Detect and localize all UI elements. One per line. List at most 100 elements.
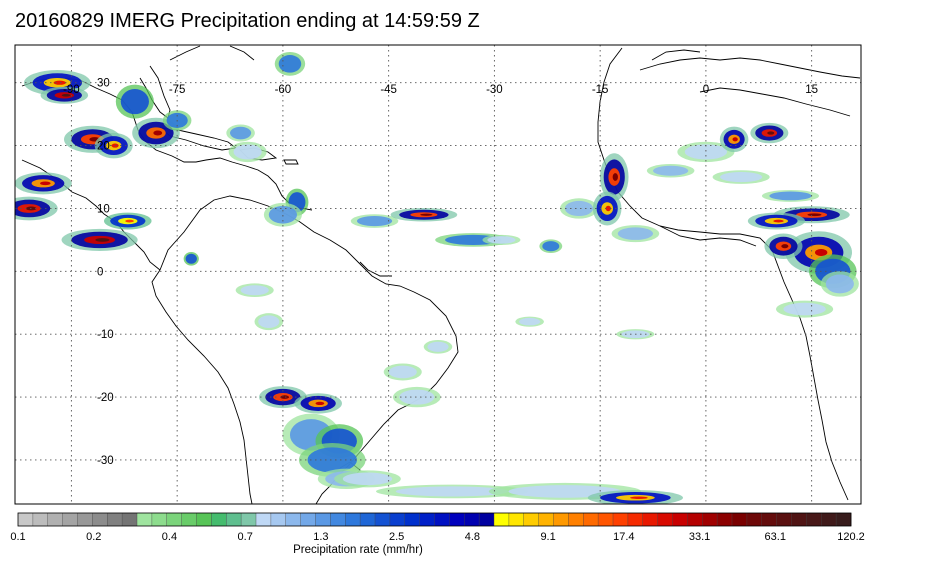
colorbar-swatch — [553, 513, 569, 526]
europe-coastline — [639, 57, 861, 79]
colorbar-swatch — [151, 513, 168, 526]
colorbar-swatch — [687, 513, 703, 526]
latitude-labels: 30 20 10 0 -10 -20 -30 — [97, 78, 114, 467]
colorbar-swatch — [166, 513, 182, 526]
precip-cell — [617, 227, 654, 240]
colorbar-swatch — [18, 513, 34, 526]
latitude-label: 30 — [97, 78, 110, 90]
precip-peak — [420, 213, 433, 216]
longitude-label: -75 — [169, 84, 186, 96]
colorbar-swatch — [434, 513, 450, 526]
colorbar-tick-label: 1.3 — [313, 531, 328, 543]
latitude-label: 0 — [97, 266, 103, 278]
longitude-label: -90 — [63, 84, 80, 96]
colorbar-swatch — [285, 513, 301, 526]
precip-cell — [399, 389, 435, 405]
longitude-label: -30 — [486, 84, 503, 96]
colorbar-swatch — [791, 513, 807, 526]
colorbar-swatch — [821, 513, 837, 526]
colorbar-swatch — [806, 513, 822, 526]
precip-cell — [720, 172, 763, 183]
precip-peak — [315, 401, 325, 406]
precip-peak — [612, 173, 618, 181]
precip-cell — [230, 126, 252, 140]
precipitation-field — [15, 51, 859, 504]
east-coast-na — [169, 45, 255, 61]
precip-peak — [61, 93, 71, 97]
colorbar-swatch — [717, 513, 733, 526]
colorbar-tick-labels: 0.1 0.2 0.4 0.7 1.3 2.5 4.8 9.1 17.4 33.1 63.1 120.… — [10, 531, 864, 543]
colorbar-tick-label: 0.2 — [86, 531, 101, 543]
colorbar-swatch — [241, 513, 257, 526]
colorbar-swatch — [300, 513, 316, 526]
precip-cell — [783, 302, 826, 316]
colorbar-swatch — [226, 513, 242, 526]
precip-cell — [240, 285, 269, 296]
precip-peak — [767, 131, 775, 135]
longitude-label: -60 — [275, 84, 292, 96]
precip-cell — [278, 55, 302, 73]
precip-cell — [258, 315, 280, 328]
colorbar-swatch — [196, 513, 212, 526]
colorbar-swatch — [672, 513, 688, 526]
precip-peak — [125, 219, 134, 223]
colorbar-swatch — [761, 513, 777, 526]
longitude-label: 15 — [805, 84, 818, 96]
latitude-label: -30 — [97, 455, 114, 467]
colorbar-swatch — [345, 513, 361, 526]
map-title: 20160829 IMERG Precipitation ending at 1… — [15, 10, 480, 32]
colorbar-tick-label: 9.1 — [540, 531, 555, 543]
gulf-of-guinea — [659, 225, 757, 247]
colorbar-swatch — [508, 513, 525, 526]
colorbar-swatch — [613, 513, 629, 526]
colorbar-swatch — [836, 513, 852, 526]
colorbar-swatch — [375, 513, 391, 526]
amazon-delta — [359, 261, 392, 277]
colorbar-tick-label: 0.1 — [10, 531, 25, 543]
colorbar-swatch — [583, 513, 599, 526]
precip-cell — [542, 241, 560, 252]
colorbar-tick-label: 4.8 — [465, 531, 480, 543]
precip-cell — [185, 253, 197, 264]
colorbar — [17, 512, 852, 527]
colorbar-tick-label: 2.5 — [389, 531, 404, 543]
precip-peak — [605, 205, 611, 212]
colorbar-swatch — [568, 513, 584, 526]
africa-coastline — [597, 47, 849, 501]
colorbar-tick-label: 0.7 — [238, 531, 253, 543]
colorbar-swatch — [464, 513, 480, 526]
colorbar-swatch — [598, 513, 614, 526]
colorbar-swatch — [315, 513, 331, 526]
precip-cell — [307, 447, 357, 473]
colorbar-swatch — [538, 513, 554, 526]
latitude-label: 20 — [97, 141, 110, 153]
precip-cell — [487, 236, 516, 244]
colorbar-swatch — [449, 513, 465, 526]
map-area: -90 -75 -60 -45 -30 -15 0 15 30 20 10 0 -10 -20 -30 — [14, 44, 862, 505]
precip-peak — [732, 137, 738, 142]
colorbar-title: Precipitation rate (mm/hr) — [293, 544, 423, 556]
iberia — [651, 49, 701, 61]
precip-peak — [95, 238, 110, 242]
colorbar-swatch — [330, 513, 346, 526]
colorbar-swatch — [107, 513, 123, 526]
puerto-rico-coastline — [283, 159, 299, 165]
precip-peak — [807, 213, 822, 217]
precip-cell — [684, 144, 728, 160]
colorbar-swatch — [122, 513, 138, 526]
mediterranean-africa — [699, 87, 851, 117]
colorbar-swatch — [732, 513, 748, 526]
longitude-label: -45 — [380, 84, 397, 96]
colorbar-swatch — [137, 513, 153, 526]
colorbar-swatch — [479, 513, 495, 526]
precip-cell — [653, 165, 689, 176]
colorbar-tick-label: 17.4 — [613, 531, 634, 543]
colorbar-tick-label: 33.1 — [689, 531, 710, 543]
colorbar-swatch — [211, 513, 227, 526]
colorbar-swatch — [62, 513, 78, 526]
colorbar-swatch — [642, 513, 658, 526]
precip-cell — [120, 89, 149, 115]
precip-cell — [564, 200, 594, 217]
colorbar-swatch — [746, 513, 763, 526]
colorbar-swatch — [776, 513, 792, 526]
